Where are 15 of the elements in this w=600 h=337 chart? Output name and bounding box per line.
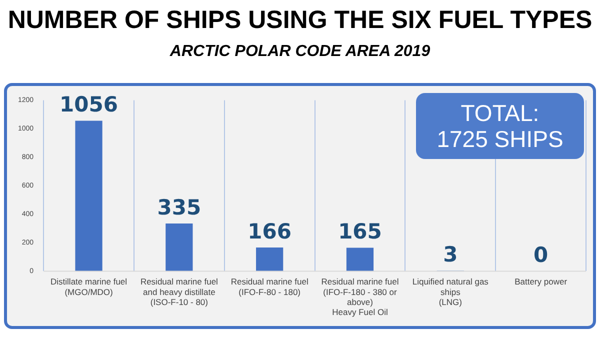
data-label: 0 <box>533 243 548 268</box>
chart-subtitle: ARCTIC POLAR CODE AREA 2019 <box>168 43 432 61</box>
x-tick-label: Residual marine fuel (IFO-F-180 - 380 or above) Heavy Fuel Oil <box>321 276 399 318</box>
chart-title: NUMBER OF SHIPS USING THE SIX FUEL TYPES <box>6 6 594 35</box>
x-tick-label: Battery power <box>514 276 568 287</box>
x-tick-label: Liquified natural gas ships (LNG) <box>412 276 488 308</box>
annotation: TOTAL: 1725 SHIPS <box>416 93 584 159</box>
data-label: 3 <box>443 242 458 267</box>
data-label: 335 <box>157 195 202 220</box>
x-tick-label: Residual marine fuel (IFO-F-80 - 180) <box>230 276 308 297</box>
x-tick-label: Distillate marine fuel (MGO/MDO) <box>50 276 128 297</box>
data-label: 1056 <box>60 92 118 117</box>
x-tick-label: Residual marine fuel and heavy distillate (ISO-F-10 - 80) <box>140 276 218 308</box>
data-label: 166 <box>248 220 292 244</box>
data-label: 165 <box>338 220 382 244</box>
